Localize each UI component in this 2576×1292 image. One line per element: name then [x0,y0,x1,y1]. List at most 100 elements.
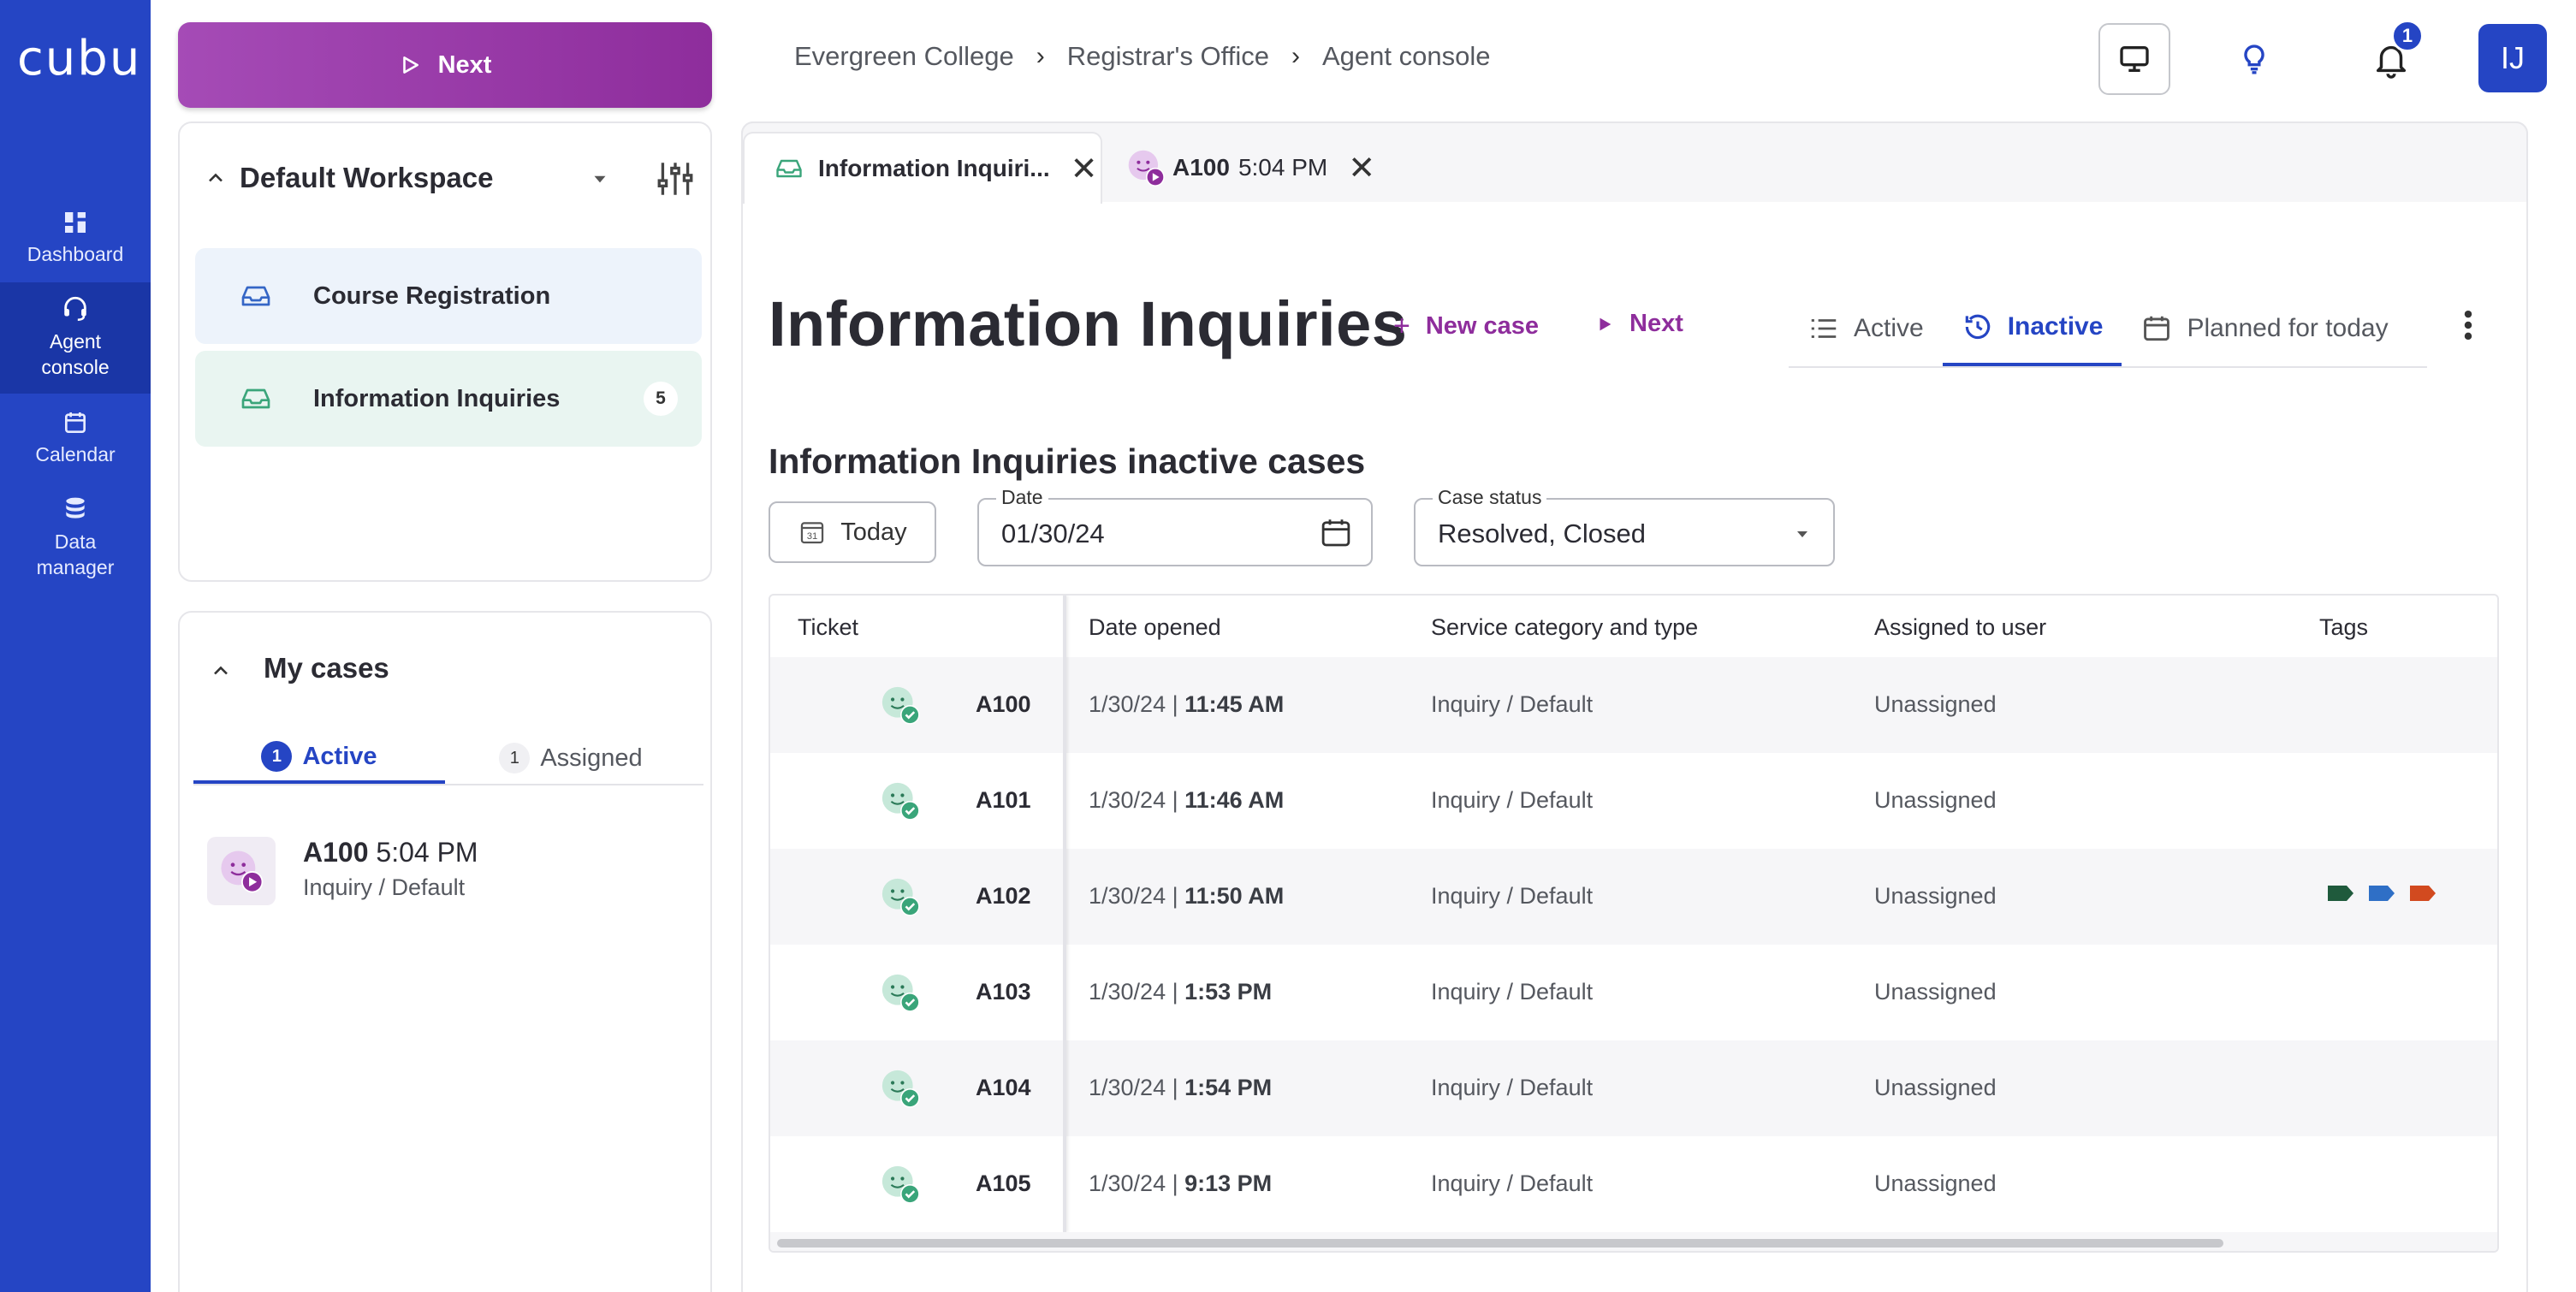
tips-button[interactable] [2218,23,2290,95]
caret-down-icon[interactable] [589,168,611,190]
next-label: Next [1629,310,1683,337]
case-id: A100 [303,837,369,868]
service-category: Inquiry / Default [1431,1171,1594,1196]
tag-icon[interactable] [2408,883,2437,910]
user-avatar[interactable]: IJ [2478,24,2547,92]
case-tab-bar: Information Inquiri... ✕ A100 5:04 PM ✕ [741,121,2528,204]
assigned-user: Unassigned [1874,979,1997,1005]
ticket-id[interactable]: A103 [976,979,1031,1005]
table-row[interactable]: A101 1/30/24 | 11:46 AM Inquiry / Default U… [770,753,2497,849]
table-row[interactable]: A103 1/30/24 | 1:53 PM Inquiry / Default Un… [770,945,2497,1040]
date-field[interactable]: Date 01/30/24 [977,486,1373,566]
new-case-button[interactable]: + New case [1393,310,1539,343]
ticket-id[interactable]: A104 [976,1075,1031,1100]
date-opened-time: 9:13 PM [1184,1171,1273,1196]
assigned-user: Unassigned [1874,1075,1997,1100]
date-opened: 1/30/24 | 1:54 PM [1089,1075,1272,1101]
tab-label: Active [302,742,377,770]
column-header-assigned[interactable]: Assigned to user [1874,614,2047,640]
table-row[interactable]: A100 1/30/24 | 11:45 AM Inquiry / Default U… [770,657,2497,753]
my-cases-title: My cases [264,652,389,684]
my-case-item[interactable]: A100 5:04 PM Inquiry / Default [207,832,686,909]
tab-case-a100[interactable]: A100 5:04 PM ✕ [1125,132,1398,204]
case-resolved-icon [878,1162,923,1212]
tab-planned-for-today[interactable]: Planned for today [2122,291,2407,366]
close-icon[interactable]: ✕ [1348,150,1376,187]
service-category: Inquiry / Default [1431,691,1594,717]
assigned-user: Unassigned [1874,787,1997,813]
inbox-icon [776,159,802,178]
date-value: 01/30/24 [1001,519,1105,548]
tag-icon[interactable] [2367,883,2396,910]
next-button[interactable]: Next [1595,310,1683,338]
tab-my-assigned[interactable]: 1 Assigned [445,732,697,784]
table-row[interactable]: A104 1/30/24 | 1:54 PM Inquiry / Default Un… [770,1040,2497,1136]
caret-down-icon [1797,531,1807,537]
case-status-label: Case status [1433,486,1547,509]
tab-inactive[interactable]: Inactive [1942,291,2122,366]
rail-item-calendar[interactable]: Calendar [0,409,151,479]
queue-label: Information Inquiries [313,384,561,412]
rail-item-label: Agent console [41,330,110,378]
new-case-label: New case [1425,312,1540,340]
today-button[interactable]: 31 Today [769,501,936,563]
ticket-id[interactable]: A105 [976,1171,1031,1196]
inbox-icon [241,286,270,306]
breadcrumb-item[interactable]: Registrar's Office [1066,41,1269,71]
rail-item-data-manager[interactable]: Data manager [0,495,151,590]
tab-information-inquiries[interactable]: Information Inquiri... ✕ [743,132,1102,204]
queue-information-inquiries[interactable]: Information Inquiries 5 [195,351,702,447]
case-status-select[interactable]: Case status Resolved, Closed [1414,486,1835,566]
column-header-date-opened[interactable]: Date opened [1089,614,1221,640]
next-case-button[interactable]: Next [178,22,712,108]
queue-course-registration[interactable]: Course Registration [195,248,702,344]
close-icon[interactable]: ✕ [1070,151,1098,187]
database-icon [66,497,85,519]
breadcrumb-item[interactable]: Evergreen College [794,41,1014,71]
breadcrumb-item: Agent console [1321,41,1491,71]
rail-item-agent-console[interactable]: Agent console [0,282,151,394]
case-resolved-icon [878,1066,923,1117]
workspace-card: Default Workspace Course Registration In… [178,121,712,582]
horizontal-scrollbar-thumb[interactable] [777,1239,2223,1248]
calendar-day-icon: 31 [801,522,824,544]
dashboard-icon [65,212,86,233]
service-category: Inquiry / Default [1431,979,1594,1005]
notifications-button[interactable]: 1 [2355,20,2427,95]
queue-count-badge: 5 [644,382,678,416]
case-time: 5:04 PM [376,837,478,868]
tab-my-active[interactable]: 1 Active [193,732,445,784]
calendar-icon [2144,316,2170,341]
ticket-id[interactable]: A101 [976,787,1031,813]
tab-active[interactable]: Active [1789,291,1943,366]
rail-item-dashboard[interactable]: Dashboard [0,209,151,279]
sticky-column-divider [1063,596,1066,1232]
ticket-id[interactable]: A100 [976,691,1031,717]
chevron-up-icon[interactable] [204,166,228,190]
case-resolved-icon [878,970,923,1021]
case-active-icon [1128,150,1165,187]
tag-icon[interactable] [2326,883,2355,910]
tab-case-id: A100 [1172,154,1230,181]
monitor-icon [2120,46,2149,72]
calendar-icon[interactable] [1318,515,1354,551]
table-row[interactable]: A105 1/30/24 | 9:13 PM Inquiry / Default Un… [770,1136,2497,1232]
date-opened-date: 1/30/24 | [1089,1171,1178,1196]
play-outline-icon [402,56,418,74]
more-options-icon[interactable] [2461,306,2475,344]
today-label: Today [840,518,907,546]
date-opened-time: 11:50 AM [1184,883,1285,909]
rail-item-label: Calendar [35,443,116,465]
display-mode-button[interactable] [2098,23,2170,95]
case-resolved-icon [878,874,923,925]
service-category: Inquiry / Default [1431,1075,1594,1100]
sliders-icon[interactable] [654,157,697,200]
chevron-up-icon[interactable] [209,659,233,683]
table-row[interactable]: A102 1/30/24 | 11:50 AM Inquiry / Default U… [770,849,2497,945]
column-header-service[interactable]: Service category and type [1431,614,1699,640]
column-header-ticket[interactable]: Ticket [798,614,859,640]
ticket-id[interactable]: A102 [976,883,1031,909]
tab-count: 1 [499,743,531,773]
assigned-user: Unassigned [1874,691,1997,717]
column-header-tags[interactable]: Tags [2319,614,2369,640]
